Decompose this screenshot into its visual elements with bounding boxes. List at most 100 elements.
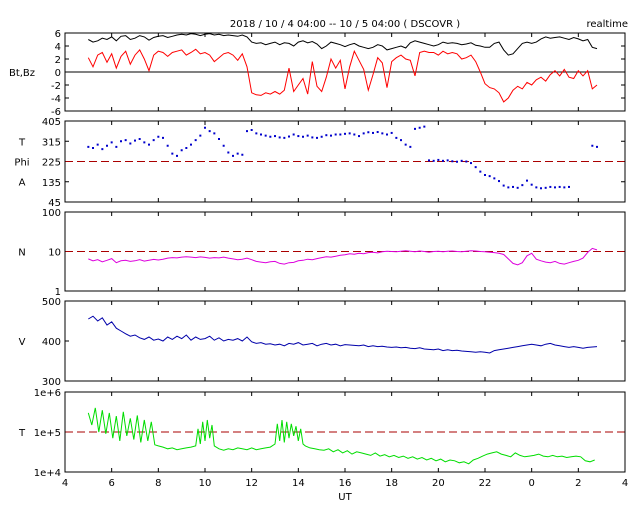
data-point [134,139,136,142]
data-point [152,139,155,142]
y-tick-label: 500 [42,297,61,308]
data-point [554,186,556,189]
data-point [339,133,342,136]
data-point [166,144,169,147]
data-point [400,139,402,142]
data-point [395,136,398,139]
data-point [474,166,477,169]
data-point [507,186,510,189]
data-point [260,133,262,136]
data-point [138,138,141,140]
data-point [316,136,318,139]
data-point [269,135,272,138]
data-point [381,132,384,135]
y-axis-label: V [19,337,26,348]
data-point [484,174,486,176]
y-tick-label: -6 [51,107,61,118]
data-point [428,159,430,162]
data-point [334,133,337,136]
x-tick-label: 10 [199,478,212,489]
y-tick-label: 45 [48,198,61,209]
data-point [596,145,598,148]
series-T [87,407,595,465]
chart-title: 2018 / 10 / 4 04:00 -- 10 / 5 04:00 ( DS… [230,19,460,30]
panel-mag: 6 4 2 0 -2 -4 -6 Bt,Bz [9,29,626,118]
data-point [306,134,309,137]
panel-phi: 405 315 225 135 45 T Phi A [14,117,626,209]
x-tick-label: 22 [479,478,492,489]
data-point [530,183,533,186]
y-axis-label: Bt,Bz [9,68,35,79]
data-point [479,170,482,173]
y-tick-label: -2 [51,81,61,92]
series-Bt [88,33,598,56]
data-point [274,135,276,138]
y-axis-label: Phi [14,158,29,169]
data-point [344,132,346,135]
data-point [353,133,356,136]
data-point [563,186,566,189]
data-point [367,131,370,134]
data-point [288,135,290,138]
panel-speed: 500 400 300 V [19,297,626,388]
data-point [236,152,239,155]
data-point [185,147,188,149]
x-axis-label: UT [338,492,352,503]
data-point [386,133,388,136]
y-tick-label: 405 [42,117,61,128]
data-point [521,184,524,187]
series-Bz [87,48,598,103]
x-tick-label: 14 [292,478,305,489]
data-point [292,133,295,136]
data-point [502,184,505,187]
data-point [222,144,225,147]
data-point [180,149,183,152]
data-point [246,130,248,133]
y-tick-label: 100 [42,208,61,219]
data-point [120,140,122,143]
panel-frame [64,120,626,203]
data-point [358,135,360,138]
x-tick-label: 6 [108,478,114,489]
data-point [255,132,258,135]
y-axis-label: N [18,248,25,259]
data-point [320,135,323,138]
x-tick-label: 20 [432,478,445,489]
y-tick-label: 315 [42,137,61,148]
y-tick-label: 0 [55,68,61,79]
data-point [204,126,206,129]
x-tick-label: 4 [62,478,68,489]
data-point [558,185,561,188]
data-point [218,138,220,140]
data-point [591,144,594,147]
x-axis: 4 6 8 10 12 14 16 18 20 22 0 2 4 [62,478,628,489]
data-point [498,180,500,183]
data-point [372,131,374,134]
panel-frame [64,391,626,473]
y-tick-label: 135 [42,178,61,189]
data-point [362,132,365,135]
panel-frame [64,211,626,292]
y-tick-label: 2 [55,55,61,66]
data-point [465,160,468,163]
x-tick-label: 18 [385,478,398,489]
data-point [194,139,197,142]
data-point [432,159,435,162]
data-point [199,134,202,137]
data-point [87,145,90,148]
data-point [110,141,113,144]
data-point [488,175,491,178]
data-point [470,162,472,165]
y-tick-label: -4 [51,94,61,105]
y-tick-label: 6 [55,29,61,40]
y-tick-label: 1e+5 [34,428,61,439]
data-point [124,139,127,142]
data-point [442,159,444,162]
y-axis-label: T [18,138,26,149]
panels: 6420-2-4-6Bt,Bz40531522513545TPhiA100101… [9,29,626,479]
data-point [568,185,570,188]
data-point [348,132,351,135]
x-tick-label: 4 [622,478,628,489]
data-point [264,134,267,137]
y-tick-label: 1 [55,287,61,298]
